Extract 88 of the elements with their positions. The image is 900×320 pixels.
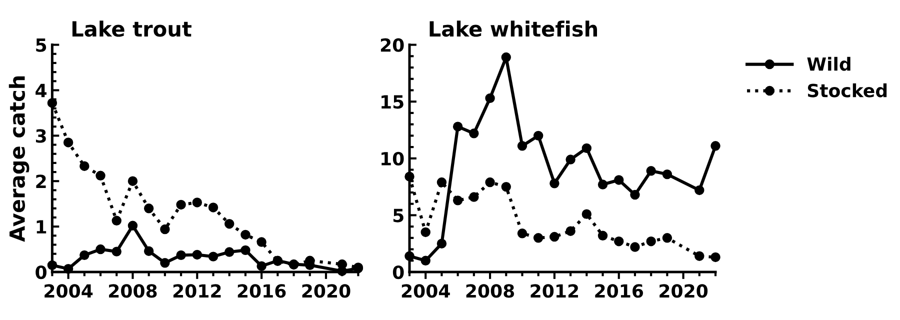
point	[533, 130, 544, 141]
point	[224, 218, 234, 229]
x-tick-label: 2020	[660, 284, 708, 298]
point	[96, 244, 106, 254]
point	[582, 209, 592, 219]
point	[224, 247, 234, 257]
point	[710, 252, 720, 262]
point	[337, 259, 347, 270]
x-tick-label: 2004	[402, 284, 450, 298]
point	[436, 238, 447, 248]
point	[128, 220, 138, 231]
point	[614, 236, 624, 246]
point	[256, 237, 266, 247]
point	[176, 250, 186, 260]
point	[240, 245, 250, 256]
point	[469, 192, 479, 202]
point	[517, 141, 528, 151]
point	[582, 143, 592, 154]
point	[160, 258, 170, 268]
point	[144, 204, 154, 214]
x-tick-label: 2016	[238, 284, 286, 298]
chart-title: Lake whitefish	[430, 20, 597, 37]
y-tick-label: 0	[392, 265, 404, 280]
point	[420, 256, 430, 266]
point	[208, 202, 218, 212]
legend-label: Stocked	[808, 83, 887, 98]
point	[452, 122, 463, 132]
y-tick-label: 10	[382, 152, 404, 166]
point	[710, 141, 720, 151]
point	[501, 182, 511, 192]
point	[63, 138, 74, 148]
point	[694, 185, 704, 196]
y-tick-label: 2	[36, 174, 46, 188]
point	[256, 261, 266, 271]
y-tick-label: 20	[380, 38, 404, 52]
point	[192, 250, 202, 260]
x-tick-label: 2012	[530, 284, 578, 298]
point	[144, 246, 154, 256]
point	[566, 226, 576, 236]
point	[469, 128, 479, 138]
point	[662, 233, 672, 243]
point	[176, 200, 186, 210]
point	[550, 232, 560, 242]
point	[240, 230, 250, 240]
x-tick-label: 2012	[173, 284, 221, 298]
legend-label: Wild	[807, 56, 850, 71]
point	[128, 176, 138, 186]
point	[501, 52, 511, 62]
point	[80, 250, 90, 260]
point	[566, 154, 576, 164]
x-tick-label: 2008	[466, 284, 514, 298]
point	[630, 242, 640, 252]
point	[112, 246, 122, 256]
point	[630, 190, 640, 200]
point	[485, 93, 495, 104]
point	[160, 224, 170, 234]
y-tick-label: 15	[382, 95, 404, 109]
point	[550, 178, 560, 188]
y-tick-label: 5	[36, 38, 46, 52]
point	[436, 177, 447, 188]
point	[662, 169, 672, 180]
point	[517, 228, 528, 238]
point	[533, 233, 544, 243]
point	[112, 216, 122, 226]
x-tick-label: 2008	[109, 284, 157, 298]
y-tick-label: 5	[393, 208, 404, 222]
point	[598, 180, 608, 190]
point	[208, 252, 218, 262]
x-tick-label: 2004	[44, 284, 93, 298]
point	[646, 236, 656, 246]
y-tick-label: 4	[36, 84, 47, 98]
x-tick-label: 2020	[302, 284, 350, 298]
y-axis-title: Average catch	[8, 76, 30, 242]
point	[485, 177, 495, 188]
point	[420, 227, 430, 238]
point	[96, 170, 106, 181]
point	[694, 251, 704, 261]
point	[452, 196, 463, 206]
point	[80, 161, 90, 171]
y-tick-label: 3	[36, 129, 46, 143]
chart-title: Lake trout	[72, 20, 192, 37]
point	[598, 230, 608, 241]
x-tick-label: 2016	[595, 284, 644, 298]
point	[192, 198, 202, 208]
point	[614, 175, 624, 185]
y-tick-label: 1	[36, 220, 46, 234]
y-tick-label: 0	[36, 265, 46, 280]
point	[646, 166, 656, 176]
